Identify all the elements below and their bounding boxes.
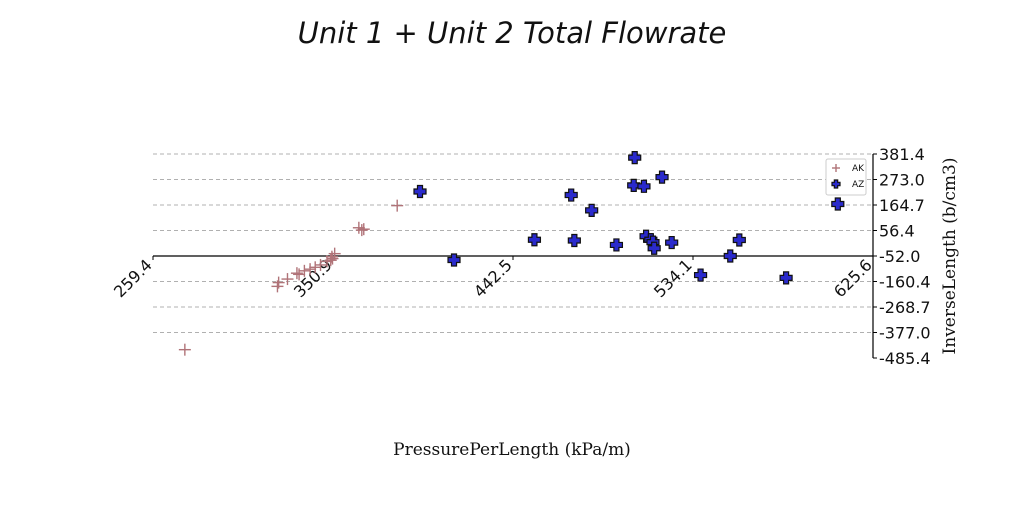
- data-point-ak: [391, 200, 403, 212]
- grid-lines: [153, 154, 873, 333]
- x-tick-label: 534.1: [650, 255, 696, 301]
- x-tick-label: 259.4: [110, 255, 156, 301]
- data-point-ak: [358, 223, 370, 235]
- x-tick-label: 442.5: [470, 255, 516, 301]
- y-tick-label: -268.7: [879, 298, 931, 317]
- data-point-ak: [353, 222, 365, 234]
- y-ticks: 381.4 273.0 164.7 56.4 -52.0 -160.4 -268.7 -377…: [873, 145, 931, 368]
- data-points: [179, 152, 844, 356]
- legend-label-ak: AK: [852, 164, 865, 174]
- data-point-az: [414, 186, 426, 198]
- legend-label-az: AZ: [852, 180, 864, 190]
- y-tick-label: -377.0: [879, 324, 931, 343]
- y-tick-label: -485.4: [879, 349, 931, 368]
- data-point-az: [666, 237, 678, 249]
- y-tick-label: -160.4: [879, 273, 931, 292]
- data-point-az: [832, 198, 844, 210]
- data-point-ak: [179, 344, 191, 356]
- data-point-az: [586, 204, 598, 216]
- y-axis-label: InverseLength (b/cm3): [940, 158, 960, 355]
- data-point-az: [568, 234, 580, 246]
- chart-title: Unit 1 + Unit 2 Total Flowrate: [298, 16, 727, 50]
- data-point-az: [638, 180, 650, 192]
- legend: AK AZ: [826, 159, 866, 195]
- y-tick-label: 273.0: [879, 171, 925, 190]
- data-point-ak: [356, 224, 368, 236]
- data-point-az: [528, 234, 540, 246]
- y-tick-label: 56.4: [879, 222, 915, 241]
- x-axis-label: PressurePerLength (kPa/m): [393, 440, 631, 460]
- x-ticks: 259.4 350.9 442.5 534.1 625.6: [110, 255, 876, 301]
- data-point-az: [610, 239, 622, 251]
- data-point-az: [695, 269, 707, 281]
- data-point-az: [656, 171, 668, 183]
- y-tick-label: 381.4: [879, 145, 925, 164]
- data-point-az: [724, 250, 736, 262]
- data-point-az: [565, 189, 577, 201]
- x-tick-label: 625.6: [830, 255, 876, 301]
- data-point-az: [780, 272, 792, 284]
- y-tick-label: 164.7: [879, 196, 925, 215]
- data-point-az: [733, 234, 745, 246]
- data-point-az: [629, 152, 641, 164]
- y-tick-label: -52.0: [879, 247, 920, 266]
